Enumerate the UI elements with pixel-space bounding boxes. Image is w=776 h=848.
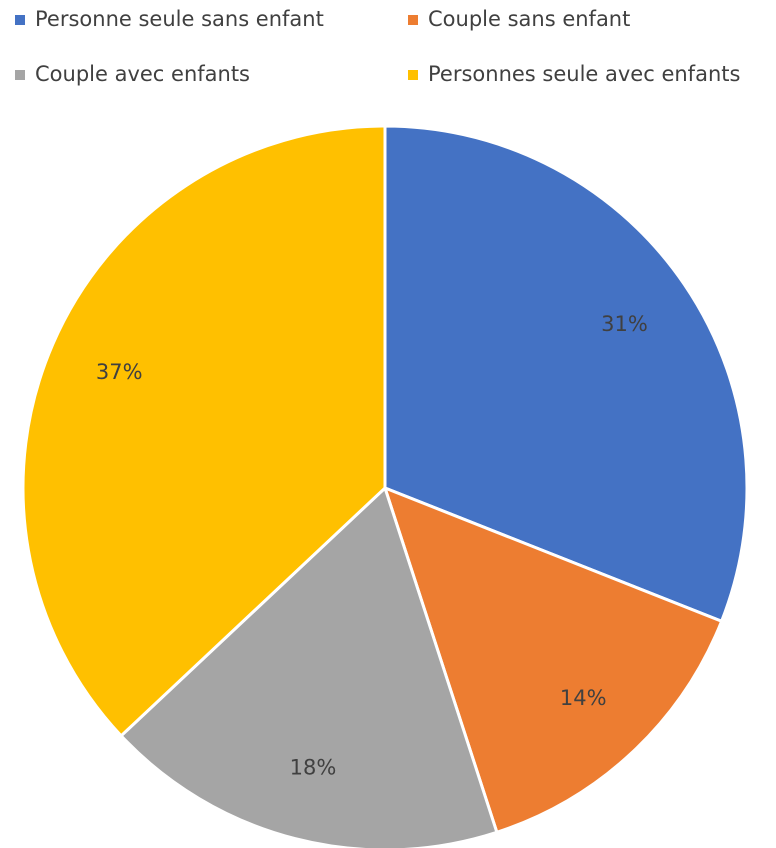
legend-marker	[408, 15, 418, 25]
legend-marker	[408, 70, 418, 80]
legend-label: Personne seule sans enfant	[35, 7, 324, 31]
pie-slice	[383, 124, 749, 624]
pie-slice	[21, 124, 387, 738]
pie-slice	[118, 485, 499, 848]
legend-marker	[15, 70, 25, 80]
legend-label: Personnes seule avec enfants	[428, 62, 740, 86]
legend-label: Couple sans enfant	[428, 7, 630, 31]
data-label: 31%	[601, 312, 648, 336]
data-label: 14%	[560, 686, 607, 710]
legend-label: Couple avec enfants	[35, 62, 250, 86]
legend-marker	[15, 15, 25, 25]
data-label: 37%	[96, 360, 143, 384]
data-label: 18%	[290, 756, 337, 780]
